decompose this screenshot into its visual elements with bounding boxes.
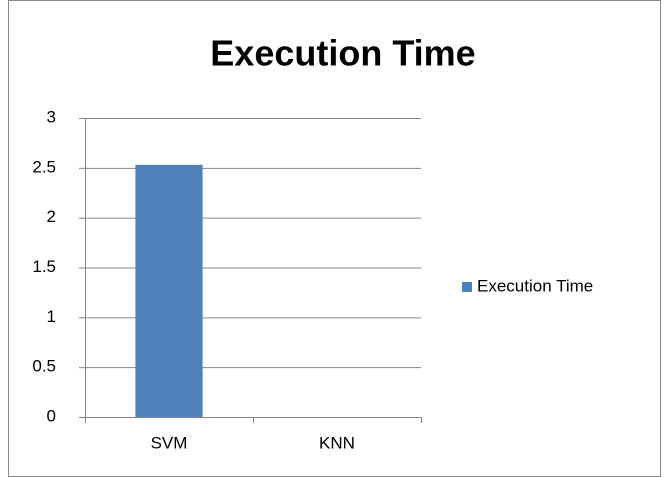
y-tick-label: 2	[47, 207, 56, 226]
y-tick-label: 1	[47, 307, 56, 326]
x-tick-label: KNN	[319, 433, 355, 452]
y-tick-label: 3	[47, 107, 56, 126]
y-tick-label: 0	[47, 406, 56, 425]
chart-title: Execution Time	[210, 33, 475, 74]
y-tick-label: 1.5	[32, 257, 56, 276]
chart-frame	[8, 0, 661, 477]
legend-label: Execution Time	[477, 276, 593, 295]
bar	[135, 164, 203, 417]
y-tick-label: 0.5	[32, 357, 56, 376]
legend-swatch	[462, 282, 472, 292]
y-tick-label: 2.5	[32, 157, 56, 176]
x-tick-label: SVM	[151, 433, 188, 452]
